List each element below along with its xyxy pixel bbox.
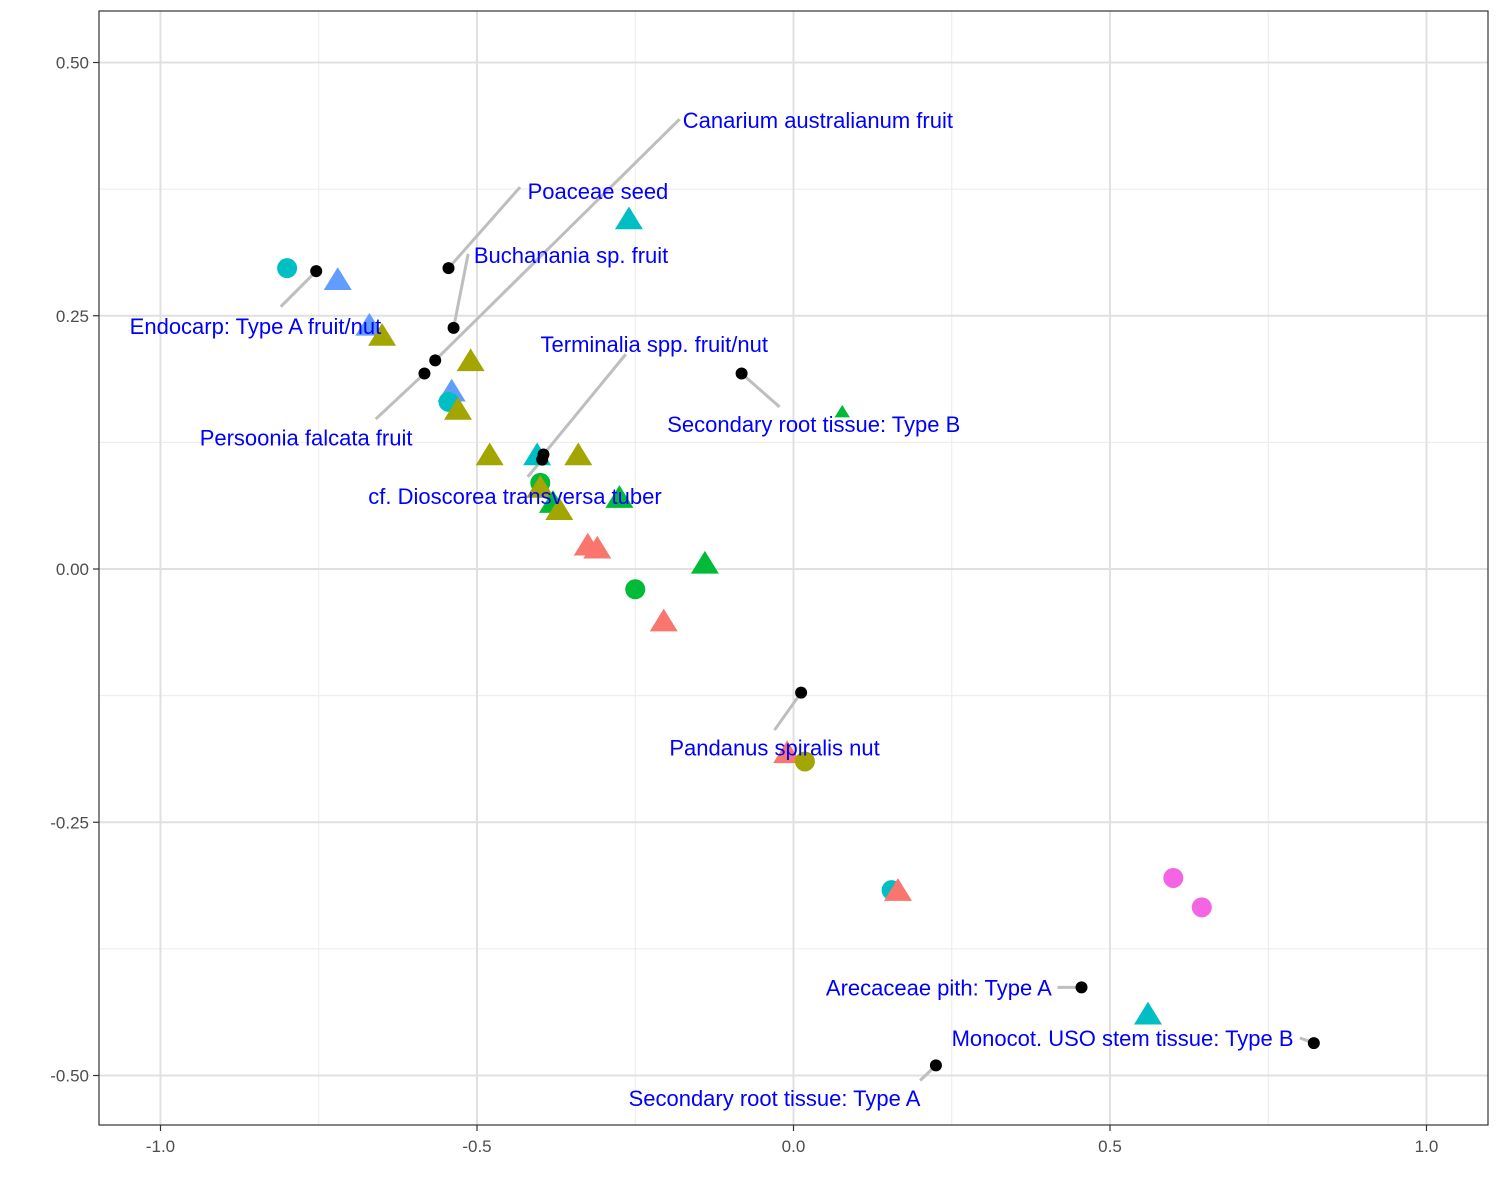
reference-label: Endocarp: Type A fruit/nut	[130, 314, 382, 339]
reference-point	[795, 686, 808, 699]
sample-point-triangle	[1133, 1001, 1162, 1025]
x-tick-label: 0.0	[782, 1137, 806, 1156]
reference-label: Secondary root tissue: Type B	[667, 412, 960, 437]
sample-point-triangle	[475, 442, 504, 466]
reference-point	[735, 367, 748, 380]
reference-label: Buchanania sp. fruit	[474, 243, 668, 268]
reference-label: Monocot. USO stem tissue: Type B	[952, 1026, 1294, 1051]
sample-point-circle	[277, 258, 298, 279]
reference-point	[1075, 981, 1088, 994]
sample-point-triangle	[526, 474, 555, 498]
sample-point-circle	[625, 579, 646, 600]
reference-points	[310, 262, 1320, 1072]
reference-label: Poaceae seed	[528, 179, 669, 204]
grid-lines	[99, 11, 1488, 1125]
y-tick-label: -0.25	[50, 813, 89, 832]
y-tick-label: -0.50	[50, 1067, 89, 1086]
sample-point-triangle	[614, 206, 643, 230]
x-tick-label: -0.5	[462, 1137, 491, 1156]
reference-point	[1307, 1037, 1320, 1050]
reference-label: Secondary root tissue: Type A	[629, 1086, 921, 1111]
leader-line	[452, 253, 470, 329]
axes: -1.0 -0.5 0.0 0.5 1.0 -0.50 -0.25 0.00 0.25 0.50	[50, 54, 1438, 1157]
sample-point-triangle	[456, 348, 485, 372]
sample-point-triangle	[355, 312, 384, 336]
y-tick-label: 0.25	[56, 307, 89, 326]
reference-label: cf. Dioscorea transversa tuber	[368, 484, 661, 509]
sample-point-triangle	[564, 442, 593, 466]
reference-label: Terminalia spp. fruit/nut	[541, 332, 768, 357]
sample-point-circle	[1163, 867, 1184, 888]
leader-line	[374, 372, 426, 421]
sample-point-circle	[794, 751, 815, 772]
reference-label: Arecaceae pith: Type A	[826, 975, 1052, 1000]
reference-point	[447, 321, 460, 334]
sample-point-triangle	[605, 485, 634, 508]
label-leader-lines	[279, 118, 1315, 1082]
reference-point	[929, 1059, 942, 1072]
sample-point-triangle	[883, 878, 912, 901]
leader-line	[279, 270, 318, 308]
reference-point	[429, 354, 442, 367]
y-tick-label: 0.00	[56, 560, 89, 579]
reference-point	[418, 367, 431, 380]
reference-point	[442, 262, 455, 275]
x-tick-label: 0.5	[1098, 1137, 1122, 1156]
sample-point-triangle	[690, 550, 719, 574]
reference-label: Persoonia falcata fruit	[200, 425, 413, 450]
sample-point-triangle	[773, 740, 802, 764]
sample-point-triangle	[444, 396, 473, 420]
sample-point-triangle	[545, 497, 574, 520]
leader-line	[542, 353, 627, 456]
leader-line	[740, 372, 781, 409]
x-tick-label: 1.0	[1415, 1137, 1439, 1156]
y-tick-label: 0.50	[56, 54, 89, 73]
reference-label: Pandanus spiralis nut	[669, 735, 879, 760]
sample-point-triangle	[583, 535, 612, 559]
reference-point	[536, 453, 549, 466]
leader-line	[773, 691, 803, 731]
x-tick-label: -1.0	[146, 1137, 175, 1156]
reference-label: Canarium australianum fruit	[683, 108, 953, 133]
reference-labels: Canarium australianum fruit Poaceae seed B…	[130, 108, 1294, 1111]
sample-point-triangle	[649, 608, 678, 632]
sample-point-triangle	[323, 267, 352, 291]
sample-point-triangle	[368, 323, 397, 346]
sample-point-triangle	[834, 404, 850, 418]
data-points	[277, 206, 1212, 1025]
leader-line	[434, 118, 681, 362]
sample-point-circle	[1191, 897, 1212, 918]
leader-line	[447, 186, 522, 270]
reference-point	[310, 265, 323, 278]
